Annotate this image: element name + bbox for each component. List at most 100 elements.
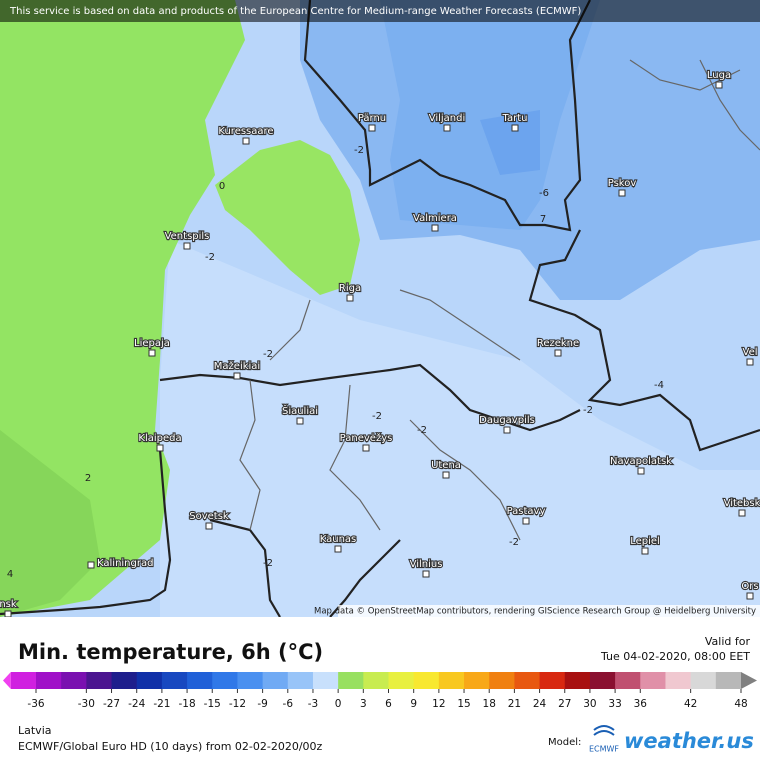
- colorbar-segment: [690, 672, 717, 689]
- city-marker: [346, 294, 354, 302]
- colorbar-tick-label: -6: [283, 698, 294, 710]
- colorbar-segment: [287, 672, 314, 689]
- city-marker: [4, 610, 12, 617]
- city-label: nsk: [0, 599, 17, 610]
- colorbar-segment: [262, 672, 289, 689]
- cold-region: [480, 110, 540, 175]
- colorbar-tick-label: -36: [27, 698, 44, 710]
- city-label: Klaipeda: [138, 433, 181, 444]
- cities: Luga Pärnu Viljandi Tartu Kuressaare Pskov Val…: [0, 69, 760, 617]
- city-label: Ors: [741, 581, 758, 592]
- colorbar: -36 -30 -27 -24 -21 -18 -15 -12 -9 -6 -3 0 3 6 9 12 15 18…: [3, 672, 757, 710]
- city-marker: [511, 124, 519, 132]
- colorbar-segment: [539, 672, 566, 689]
- city-label: Vitebsk: [724, 498, 760, 509]
- attribution-bg: [338, 605, 760, 617]
- contour-label: 0: [219, 181, 225, 192]
- city-marker: [362, 444, 370, 452]
- ecmwf-logo: ECMWF: [589, 745, 619, 754]
- mild-region: [160, 240, 760, 617]
- city-label: Rezekne: [537, 338, 579, 349]
- colorbar-segment: [36, 672, 62, 689]
- colorbar-segment: [715, 672, 742, 689]
- colorbar-tick-label: -30: [78, 698, 95, 710]
- colorbar-tick-label: 24: [533, 698, 547, 710]
- model-label: Model:: [548, 737, 581, 748]
- colorbar-segment: [665, 672, 692, 689]
- valid-label: Valid for: [705, 635, 751, 648]
- colorbar-tick-label: -18: [178, 698, 195, 710]
- attribution: Map data © OpenStreetMap contributors, r…: [314, 607, 756, 617]
- colorbar-segment: [615, 672, 641, 689]
- city-marker: [738, 509, 746, 517]
- city-marker: [503, 426, 511, 434]
- contour-label: -2: [372, 411, 382, 422]
- legend-panel: Min. temperature, 6h (°C) Valid for Tue …: [3, 635, 757, 754]
- colorbar-segment: [111, 672, 138, 689]
- admin-borders: [239, 59, 760, 541]
- city-label: Vilnius: [410, 559, 443, 570]
- city-label: Luga: [707, 70, 731, 81]
- contour-label: -2: [509, 537, 519, 548]
- colorbar-tick-label: 30: [583, 698, 596, 710]
- sea-warm: [0, 430, 100, 617]
- city-marker: [522, 517, 530, 525]
- colorbar-segment: [564, 672, 591, 689]
- region: Latvia: [18, 724, 52, 737]
- colorbar-segment: [589, 672, 616, 689]
- colorbar-segment: [413, 672, 440, 689]
- contour-label: 7: [540, 214, 546, 225]
- colorbar-segment: [187, 672, 213, 689]
- city-marker: [637, 467, 645, 475]
- colorbar-tick-label: 36: [634, 698, 648, 710]
- colorbar-tick-label: 21: [508, 698, 521, 710]
- city-marker: [442, 471, 450, 479]
- colorbar-tick-label: 9: [410, 698, 417, 710]
- contour-label: 2: [85, 473, 91, 484]
- colorbar-segment: [388, 672, 415, 689]
- city-marker: [746, 358, 754, 366]
- colorbar-tick-label: 27: [558, 698, 571, 710]
- city-marker: [87, 561, 95, 569]
- city-label: Liepaja: [134, 338, 170, 349]
- colorbar-tick-label: -21: [153, 698, 170, 710]
- city-marker: [715, 81, 723, 89]
- city-marker: [148, 349, 156, 357]
- city-marker: [233, 372, 241, 380]
- city-label: Šiauliai: [282, 404, 318, 417]
- colorbar-segment: [212, 672, 238, 689]
- colorbar-tick-label: 12: [432, 698, 445, 710]
- valid-time: Tue 04-02-2020, 08:00 EET: [600, 650, 750, 663]
- contour-label: 4: [7, 569, 13, 580]
- city-label: Kaliningrad: [97, 558, 153, 569]
- contour-label: -2: [417, 425, 427, 436]
- colorbar-tick-label: 18: [483, 698, 496, 710]
- colorbar-segment: [86, 672, 113, 689]
- colorbar-segment: [312, 672, 339, 689]
- colorbar-segment: [338, 672, 364, 689]
- colorbar-tick-label: -9: [257, 698, 267, 710]
- colorbar-tick-label: 42: [684, 698, 697, 710]
- city-label: Utena: [431, 460, 461, 471]
- header-band: [0, 0, 760, 22]
- city-marker: [156, 444, 164, 452]
- city-marker: [422, 570, 430, 578]
- colorbar-tick-label: 33: [608, 698, 621, 710]
- colorbar-tick-label: 15: [457, 698, 470, 710]
- contour-label: -2: [583, 405, 593, 416]
- colorbar-tick-label: -3: [308, 698, 318, 710]
- city-marker: [443, 124, 451, 132]
- map: This service is based on data and produc…: [0, 0, 760, 617]
- city-label: Pastavy: [507, 506, 546, 517]
- colorbar-segment: [161, 672, 188, 689]
- colorbar-segment: [61, 672, 87, 689]
- colorbar-tick-label: 48: [734, 698, 747, 710]
- gulf-warm: [215, 140, 360, 295]
- city-marker: [183, 242, 191, 250]
- colorbar-tick-label: 3: [360, 698, 367, 710]
- contour-labels: -2 0 -6 7 -2 -2 -4 -2 -2 -2 2 -2 -2 4: [7, 145, 664, 580]
- city-label: Lepiel: [630, 536, 660, 547]
- colorbar-segment: [438, 672, 465, 689]
- city-label: Mažeikiai: [214, 360, 260, 372]
- city-label: Sovetsk: [189, 511, 229, 522]
